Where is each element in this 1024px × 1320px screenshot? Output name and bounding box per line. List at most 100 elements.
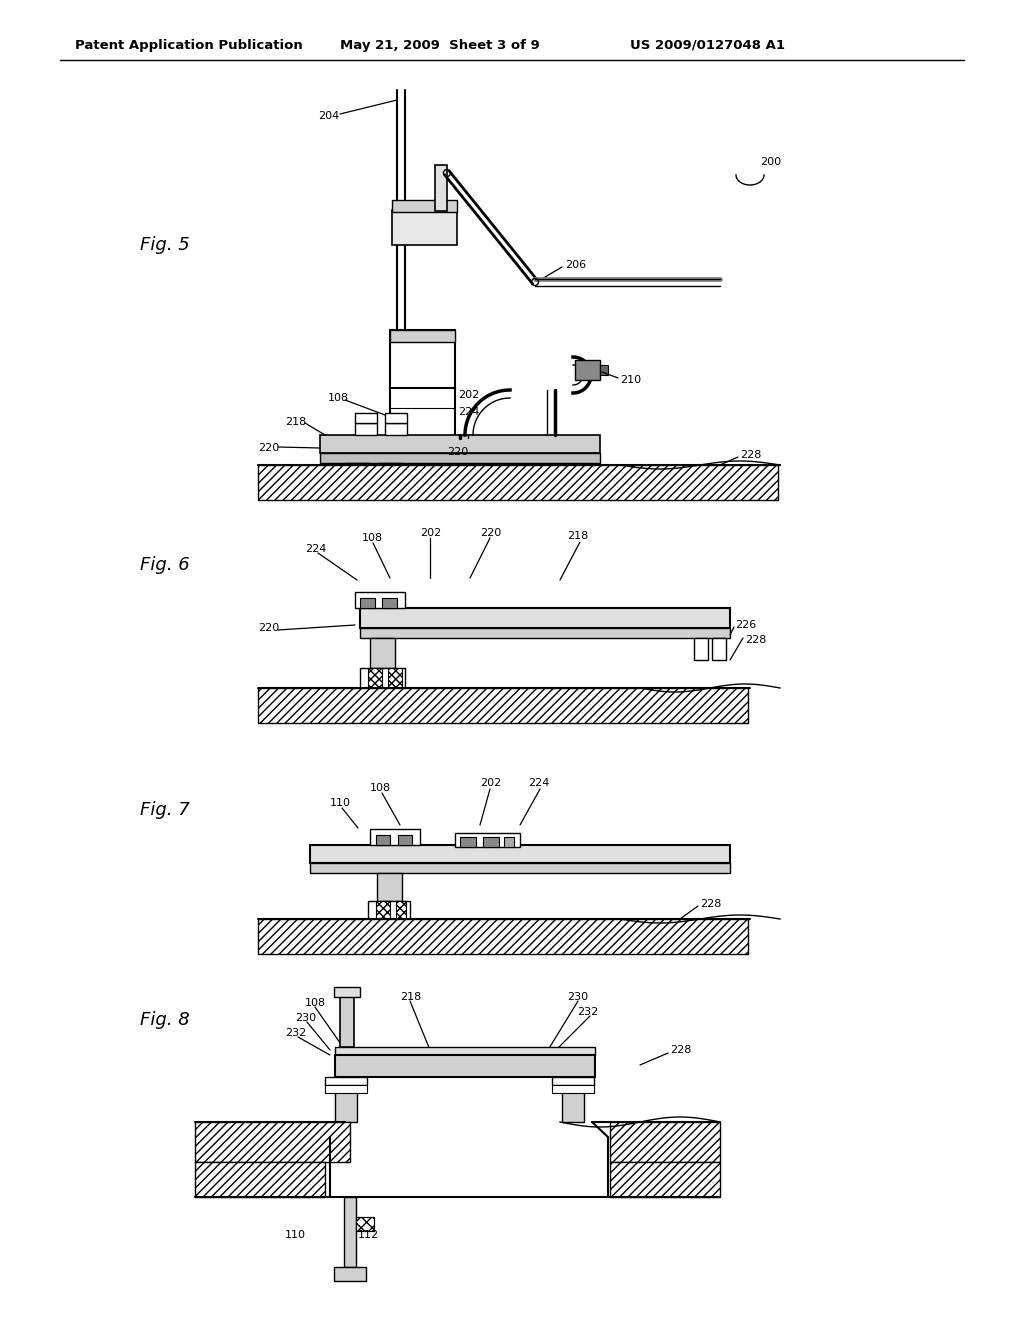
Bar (335, 1047, 595, 1055)
Bar (319, 453, 600, 463)
Bar (258, 465, 778, 500)
Text: Fig. 6: Fig. 6 (140, 556, 189, 574)
Bar (610, 1122, 720, 1162)
Bar (360, 609, 730, 628)
Bar (368, 902, 410, 919)
Bar (385, 463, 397, 478)
Bar (376, 902, 390, 919)
Text: 224: 224 (305, 544, 327, 554)
Text: 226: 226 (735, 620, 757, 630)
Text: Fig. 7: Fig. 7 (140, 801, 189, 818)
Bar (356, 1217, 374, 1232)
Text: 230: 230 (567, 993, 588, 1002)
Bar (562, 1077, 584, 1122)
Bar (355, 413, 377, 422)
Bar (376, 836, 390, 845)
Bar (334, 987, 360, 997)
Bar (310, 863, 730, 873)
Text: May 21, 2009  Sheet 3 of 9: May 21, 2009 Sheet 3 of 9 (340, 38, 540, 51)
Bar (392, 201, 457, 213)
Bar (377, 873, 402, 902)
Bar (385, 413, 407, 422)
Text: US 2009/0127048 A1: US 2009/0127048 A1 (630, 38, 785, 51)
Bar (552, 1077, 594, 1085)
Text: 200: 200 (760, 157, 781, 168)
Bar (483, 837, 499, 847)
Text: 220: 220 (480, 528, 502, 539)
Bar (388, 668, 402, 688)
Text: 228: 228 (740, 450, 762, 459)
Bar (712, 638, 726, 660)
Bar (354, 463, 366, 478)
Bar (382, 598, 397, 609)
Bar (345, 463, 370, 478)
Text: 108: 108 (362, 533, 383, 543)
Bar (392, 210, 457, 246)
Text: 108: 108 (305, 998, 326, 1008)
Bar (390, 330, 455, 389)
Text: 110: 110 (330, 799, 351, 808)
Text: 228: 228 (670, 1045, 691, 1055)
Text: 218: 218 (400, 993, 421, 1002)
Bar (355, 422, 377, 436)
Text: 110: 110 (285, 1230, 306, 1239)
Bar (325, 1077, 367, 1085)
Bar (195, 1162, 325, 1197)
Bar (360, 668, 406, 688)
Bar (258, 919, 748, 954)
Text: 220: 220 (447, 447, 468, 457)
Bar (360, 628, 730, 638)
Bar (195, 1122, 350, 1162)
Bar (600, 366, 608, 375)
Bar (368, 668, 382, 688)
Bar (398, 836, 412, 845)
Text: 210: 210 (620, 375, 641, 385)
Text: 224: 224 (458, 407, 479, 417)
Bar (455, 833, 520, 847)
Text: 206: 206 (565, 260, 586, 271)
Bar (552, 1085, 594, 1093)
Bar (258, 688, 748, 723)
Bar (460, 837, 476, 847)
Bar (694, 638, 708, 660)
Text: Fig. 5: Fig. 5 (140, 236, 189, 253)
Text: 228: 228 (745, 635, 766, 645)
Bar (385, 422, 407, 436)
Text: Patent Application Publication: Patent Application Publication (75, 38, 303, 51)
Bar (504, 837, 514, 847)
Text: 202: 202 (420, 528, 441, 539)
Text: 218: 218 (285, 417, 306, 426)
Text: 228: 228 (700, 899, 721, 909)
Bar (335, 1055, 595, 1077)
Bar (370, 638, 395, 668)
Text: 220: 220 (258, 623, 280, 634)
Bar (396, 902, 406, 919)
Bar (356, 1217, 374, 1232)
Bar (390, 330, 455, 342)
Bar (344, 1197, 356, 1267)
Bar (325, 1085, 367, 1093)
Bar (360, 598, 375, 609)
Text: Fig. 8: Fig. 8 (140, 1011, 189, 1030)
Bar (610, 1162, 720, 1197)
Text: 218: 218 (567, 531, 588, 541)
Bar (335, 1077, 357, 1122)
Bar (319, 436, 600, 453)
Bar (435, 165, 447, 211)
Text: 204: 204 (318, 111, 339, 121)
Bar (370, 829, 420, 845)
Bar (378, 463, 403, 478)
Text: 108: 108 (328, 393, 349, 403)
Bar (334, 1267, 366, 1280)
Text: 202: 202 (458, 389, 479, 400)
Bar (310, 845, 730, 863)
Text: 232: 232 (577, 1007, 598, 1016)
Text: 202: 202 (480, 777, 502, 788)
Text: 220: 220 (258, 444, 280, 453)
Text: 230: 230 (295, 1012, 316, 1023)
Text: 108: 108 (370, 783, 391, 793)
Text: 224: 224 (528, 777, 549, 788)
Bar (390, 388, 455, 438)
Text: 112: 112 (358, 1230, 379, 1239)
Bar (340, 995, 354, 1047)
